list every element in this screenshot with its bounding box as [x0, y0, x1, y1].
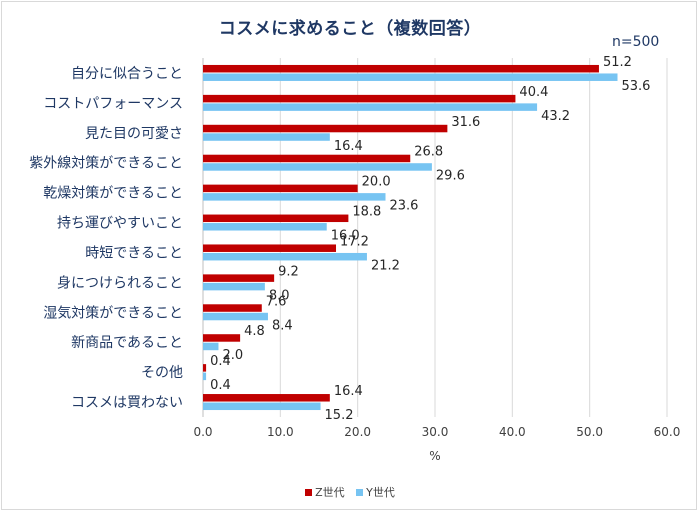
bar-z — [203, 334, 241, 342]
data-label-y: 21.2 — [371, 258, 400, 273]
bar-y — [203, 103, 538, 111]
category-label: 時短できること — [85, 245, 183, 261]
bar-z — [203, 364, 207, 372]
data-label-z: 26.8 — [414, 145, 443, 160]
bar-z — [203, 214, 349, 223]
bar-z — [203, 274, 275, 282]
bar-y — [203, 252, 367, 261]
legend-swatch-z — [305, 488, 313, 496]
x-axis-label: % — [429, 449, 440, 463]
data-label-y: 2.0 — [222, 348, 243, 363]
bar-y — [203, 223, 327, 231]
legend-label-z: Z世代 — [315, 486, 345, 499]
bar-z — [203, 304, 262, 312]
legend-label-y: Y世代 — [366, 486, 395, 499]
category-label: その他 — [141, 365, 183, 381]
x-tick-label: 20.0 — [344, 425, 371, 439]
bar-z — [203, 154, 411, 163]
data-label-z: 9.2 — [278, 264, 299, 279]
data-label-z: 31.6 — [451, 115, 480, 130]
bar-y — [203, 282, 265, 291]
bar-y — [203, 163, 432, 171]
data-label-z: 7.6 — [266, 294, 287, 309]
category-label: コスメは買わない — [71, 395, 183, 411]
bar-y — [203, 193, 386, 201]
legend-item-y: Y世代 — [356, 484, 395, 500]
category-label: 自分に似合うこと — [71, 66, 183, 82]
data-label-y: 43.2 — [541, 109, 570, 124]
legend: Z世代 Y世代 — [0, 484, 700, 500]
bar-z — [203, 124, 448, 133]
data-label-y: 16.0 — [331, 229, 360, 244]
sample-size-annotation: n=500 — [612, 34, 660, 50]
bar-y — [203, 372, 207, 381]
legend-swatch-y — [356, 488, 364, 496]
category-label: 新商品であること — [71, 335, 183, 351]
bar-y — [203, 312, 268, 321]
bar-z — [203, 394, 330, 402]
bar-y — [203, 402, 321, 411]
category-label: 湿気対策ができること — [43, 304, 183, 321]
data-label-z: 0.4 — [210, 354, 231, 369]
data-label-z: 18.8 — [352, 205, 381, 220]
data-label-z: 40.4 — [519, 85, 548, 100]
bar-z — [203, 184, 358, 193]
category-label: コストパフォーマンス — [43, 96, 183, 112]
data-label-y: 0.4 — [210, 378, 231, 393]
data-label-z: 16.4 — [334, 384, 363, 399]
bar-z — [203, 244, 337, 252]
bar-y — [203, 342, 219, 351]
x-tick-label: 60.0 — [654, 425, 681, 439]
data-label-y: 16.4 — [334, 139, 363, 154]
data-label-z: 51.2 — [603, 55, 632, 70]
bar-y — [203, 133, 330, 141]
data-label-y: 8.0 — [269, 288, 290, 303]
category-label: 見た目の可愛さ — [85, 126, 183, 142]
data-label-y: 8.4 — [272, 318, 293, 333]
data-label-y: 53.6 — [622, 79, 651, 94]
x-tick-label: 40.0 — [499, 425, 526, 439]
chart-title: コスメに求めること（複数回答） — [218, 19, 482, 39]
x-tick-label: 50.0 — [576, 425, 603, 439]
data-label-y: 15.2 — [325, 408, 354, 423]
data-label-y: 23.6 — [390, 199, 419, 214]
data-label-z: 17.2 — [340, 234, 369, 249]
bar-z — [203, 64, 599, 73]
legend-item-z: Z世代 — [305, 484, 345, 500]
category-label: 身につけられること — [57, 275, 183, 291]
x-tick-label: 30.0 — [422, 425, 449, 439]
data-label-y: 29.6 — [436, 169, 465, 184]
bar-z — [203, 94, 516, 103]
category-label: 乾燥対策ができること — [43, 185, 183, 202]
bar-y — [203, 73, 618, 81]
x-tick-label: 0.0 — [193, 425, 212, 439]
data-label-z: 20.0 — [362, 175, 391, 190]
x-tick-label: 10.0 — [267, 425, 294, 439]
data-label-z: 4.8 — [244, 324, 265, 339]
category-label: 持ち運びやすいこと — [57, 216, 183, 232]
category-label: 紫外線対策ができること — [29, 155, 183, 172]
